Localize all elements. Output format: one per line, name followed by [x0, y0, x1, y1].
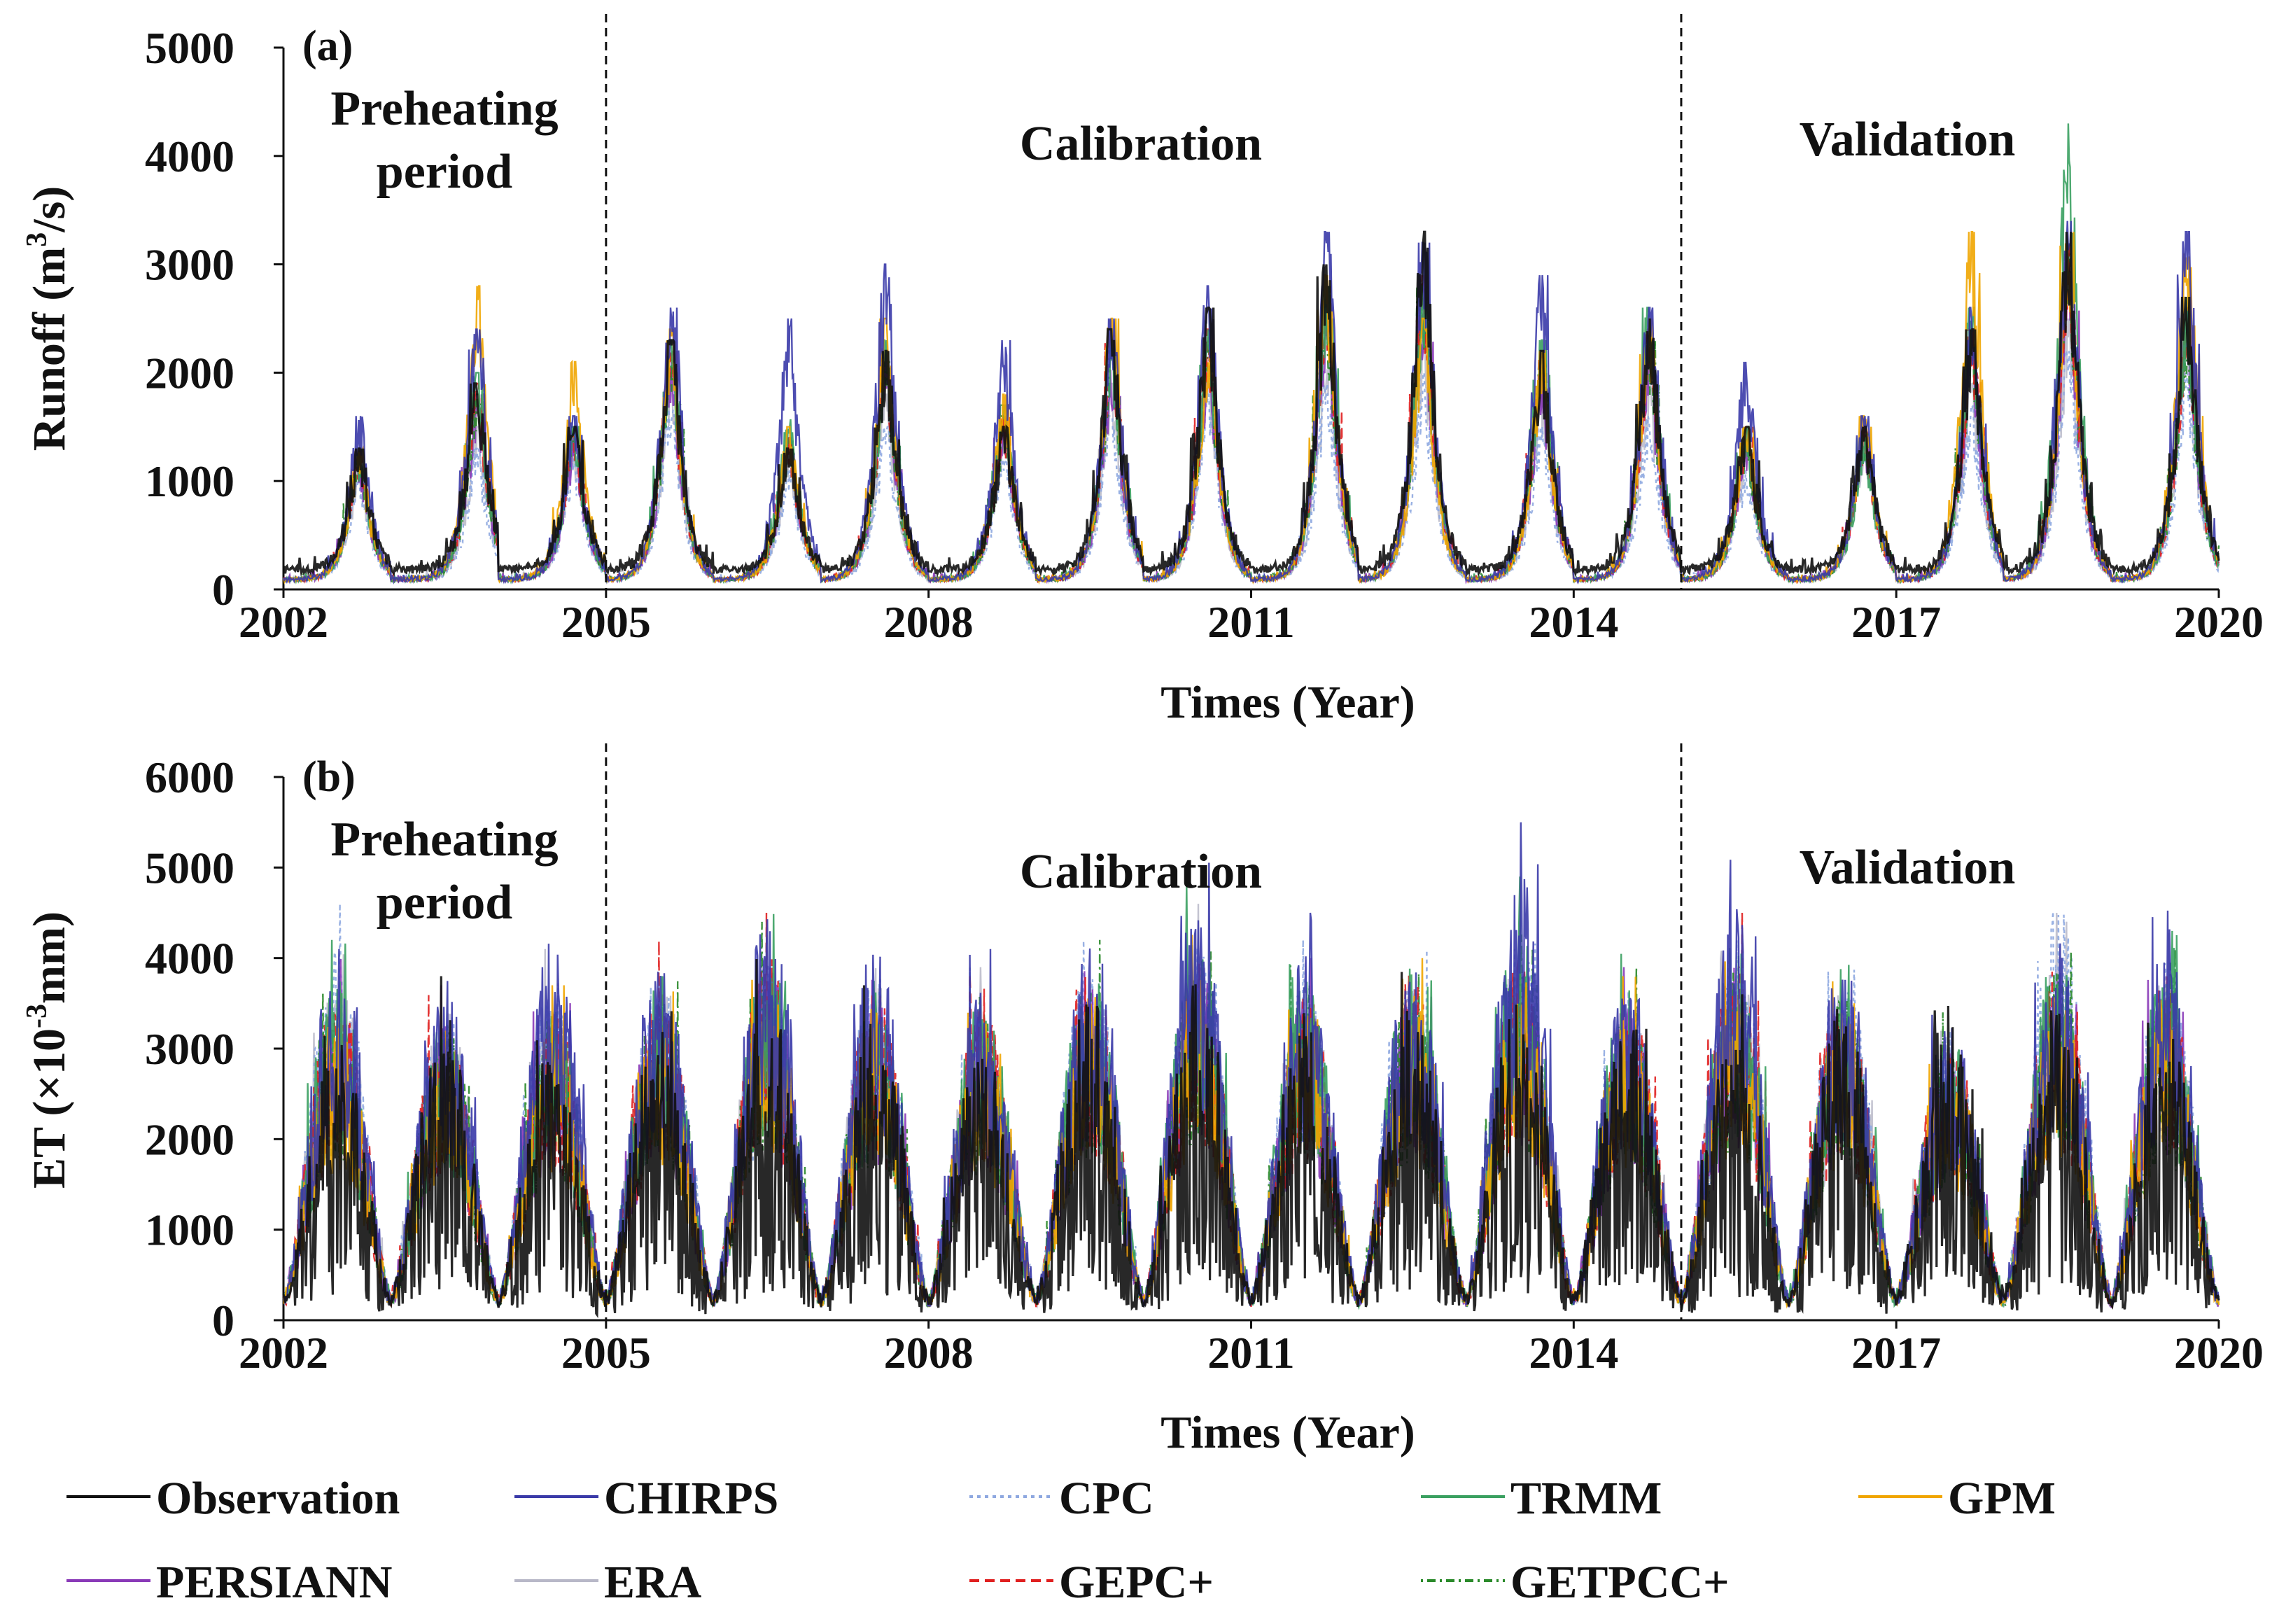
x-tick-label: 2014: [1529, 597, 1618, 647]
x-tick-label: 2002: [239, 597, 328, 647]
x-tick-label: 2017: [1851, 1328, 1941, 1378]
legend: Observation CHIRPS CPC TRMM GPM PERSIANN ERA GE…: [66, 1473, 2056, 1608]
series-line-observation: [283, 230, 2220, 578]
panel-a-preheating-line2: period: [377, 145, 513, 199]
legend-label: GEPC+: [1059, 1557, 1214, 1608]
x-tick-label: 2020: [2174, 1328, 2264, 1378]
series-line-gepc-plus: [283, 242, 2220, 584]
legend-label: ERA: [604, 1557, 702, 1608]
panel-a-y-axis-title: Runoff (m3/s): [21, 186, 75, 451]
legend-item-observation: Observation: [66, 1473, 400, 1524]
x-tick-label: 2005: [561, 597, 651, 647]
legend-item-era: ERA: [514, 1557, 702, 1608]
series-line-gpm: [282, 231, 2220, 585]
series-line-observation: [282, 958, 2220, 1319]
panel-a-ticks: [274, 46, 2220, 598]
panel-a-period-boundaries: [605, 14, 1683, 589]
legend-item-trmm: TRMM: [1421, 1473, 1662, 1524]
y-tick-label: 0: [212, 565, 234, 615]
legend-item-cpc: CPC: [969, 1473, 1154, 1524]
panel-b-validation-label: Validation: [1800, 841, 2016, 895]
y-tick-label: 1000: [145, 1205, 234, 1255]
panel-a-series: [282, 123, 2220, 585]
legend-label: Observation: [156, 1473, 400, 1524]
panel-b-y-axis-title: ET (×10-3mm): [21, 911, 75, 1189]
x-tick-label: 2002: [239, 1328, 328, 1378]
legend-item-getpcc-plus: GETPCC+: [1421, 1557, 1730, 1608]
y-tick-label: 2000: [145, 348, 234, 398]
x-tick-label: 2005: [561, 1328, 651, 1378]
y-tick-label: 5000: [145, 23, 234, 73]
legend-label: GETPCC+: [1510, 1557, 1730, 1608]
legend-item-chirps: CHIRPS: [514, 1473, 778, 1524]
panel-b-calibration-label: Calibration: [1020, 845, 1262, 899]
x-tick-label: 2011: [1207, 1328, 1294, 1378]
legend-label: PERSIANN: [156, 1557, 392, 1608]
panel-b-tag: (b): [302, 753, 356, 801]
y-tick-label: 5000: [145, 843, 234, 892]
legend-label: CPC: [1059, 1473, 1154, 1524]
panel-b-preheating-line2: period: [377, 876, 513, 930]
x-tick-label: 2014: [1529, 1328, 1618, 1378]
x-tick-label: 2017: [1851, 597, 1941, 647]
panel-b-y-tick-labels: 0 1000 2000 3000 4000 5000 6000: [145, 752, 234, 1345]
y-tick-label: 3000: [145, 240, 234, 290]
legend-item-gpm: GPM: [1858, 1473, 2056, 1524]
y-tick-label: 3000: [145, 1024, 234, 1074]
panel-b-x-tick-labels: 2002 2005 2008 2011 2014 2017 2020: [239, 1328, 2264, 1378]
legend-label: CHIRPS: [604, 1473, 778, 1524]
panel-a-x-tick-labels: 2002 2005 2008 2011 2014 2017 2020: [239, 597, 2264, 647]
y-tick-label: 6000: [145, 752, 234, 802]
panel-b-x-axis-title: Times (Year): [1160, 1407, 1415, 1458]
panel-a-preheating-line1: Preheating: [330, 82, 558, 136]
legend-label: GPM: [1948, 1473, 2056, 1524]
y-tick-label: 1000: [145, 456, 234, 506]
legend-label: TRMM: [1510, 1473, 1662, 1524]
y-tick-label: 4000: [145, 132, 234, 181]
panel-a-y-tick-labels: 0 1000 2000 3000 4000 5000: [145, 23, 234, 615]
panel-a-x-axis-title: Times (Year): [1160, 677, 1415, 728]
legend-item-persiann: PERSIANN: [66, 1557, 392, 1608]
x-tick-label: 2020: [2174, 597, 2264, 647]
y-tick-label: 4000: [145, 934, 234, 983]
y-tick-label: 2000: [145, 1114, 234, 1164]
y-tick-label: 0: [212, 1296, 234, 1345]
panel-b-ticks: [274, 776, 2220, 1329]
panel-b-preheating-line1: Preheating: [330, 813, 558, 867]
panel-a-calibration-label: Calibration: [1020, 117, 1262, 171]
x-tick-label: 2008: [884, 597, 974, 647]
x-tick-label: 2008: [884, 1328, 974, 1378]
series-line-getpcc-plus: [283, 253, 2220, 584]
panel-a-validation-label: Validation: [1800, 113, 2016, 167]
panel-b-period-boundaries: [605, 743, 1683, 1320]
series-line-trmm: [283, 123, 2220, 585]
legend-item-gepc-plus: GEPC+: [969, 1557, 1214, 1608]
series-line-persiann: [283, 263, 2220, 584]
x-tick-label: 2011: [1207, 597, 1294, 647]
panel-a-tag: (a): [302, 22, 353, 70]
